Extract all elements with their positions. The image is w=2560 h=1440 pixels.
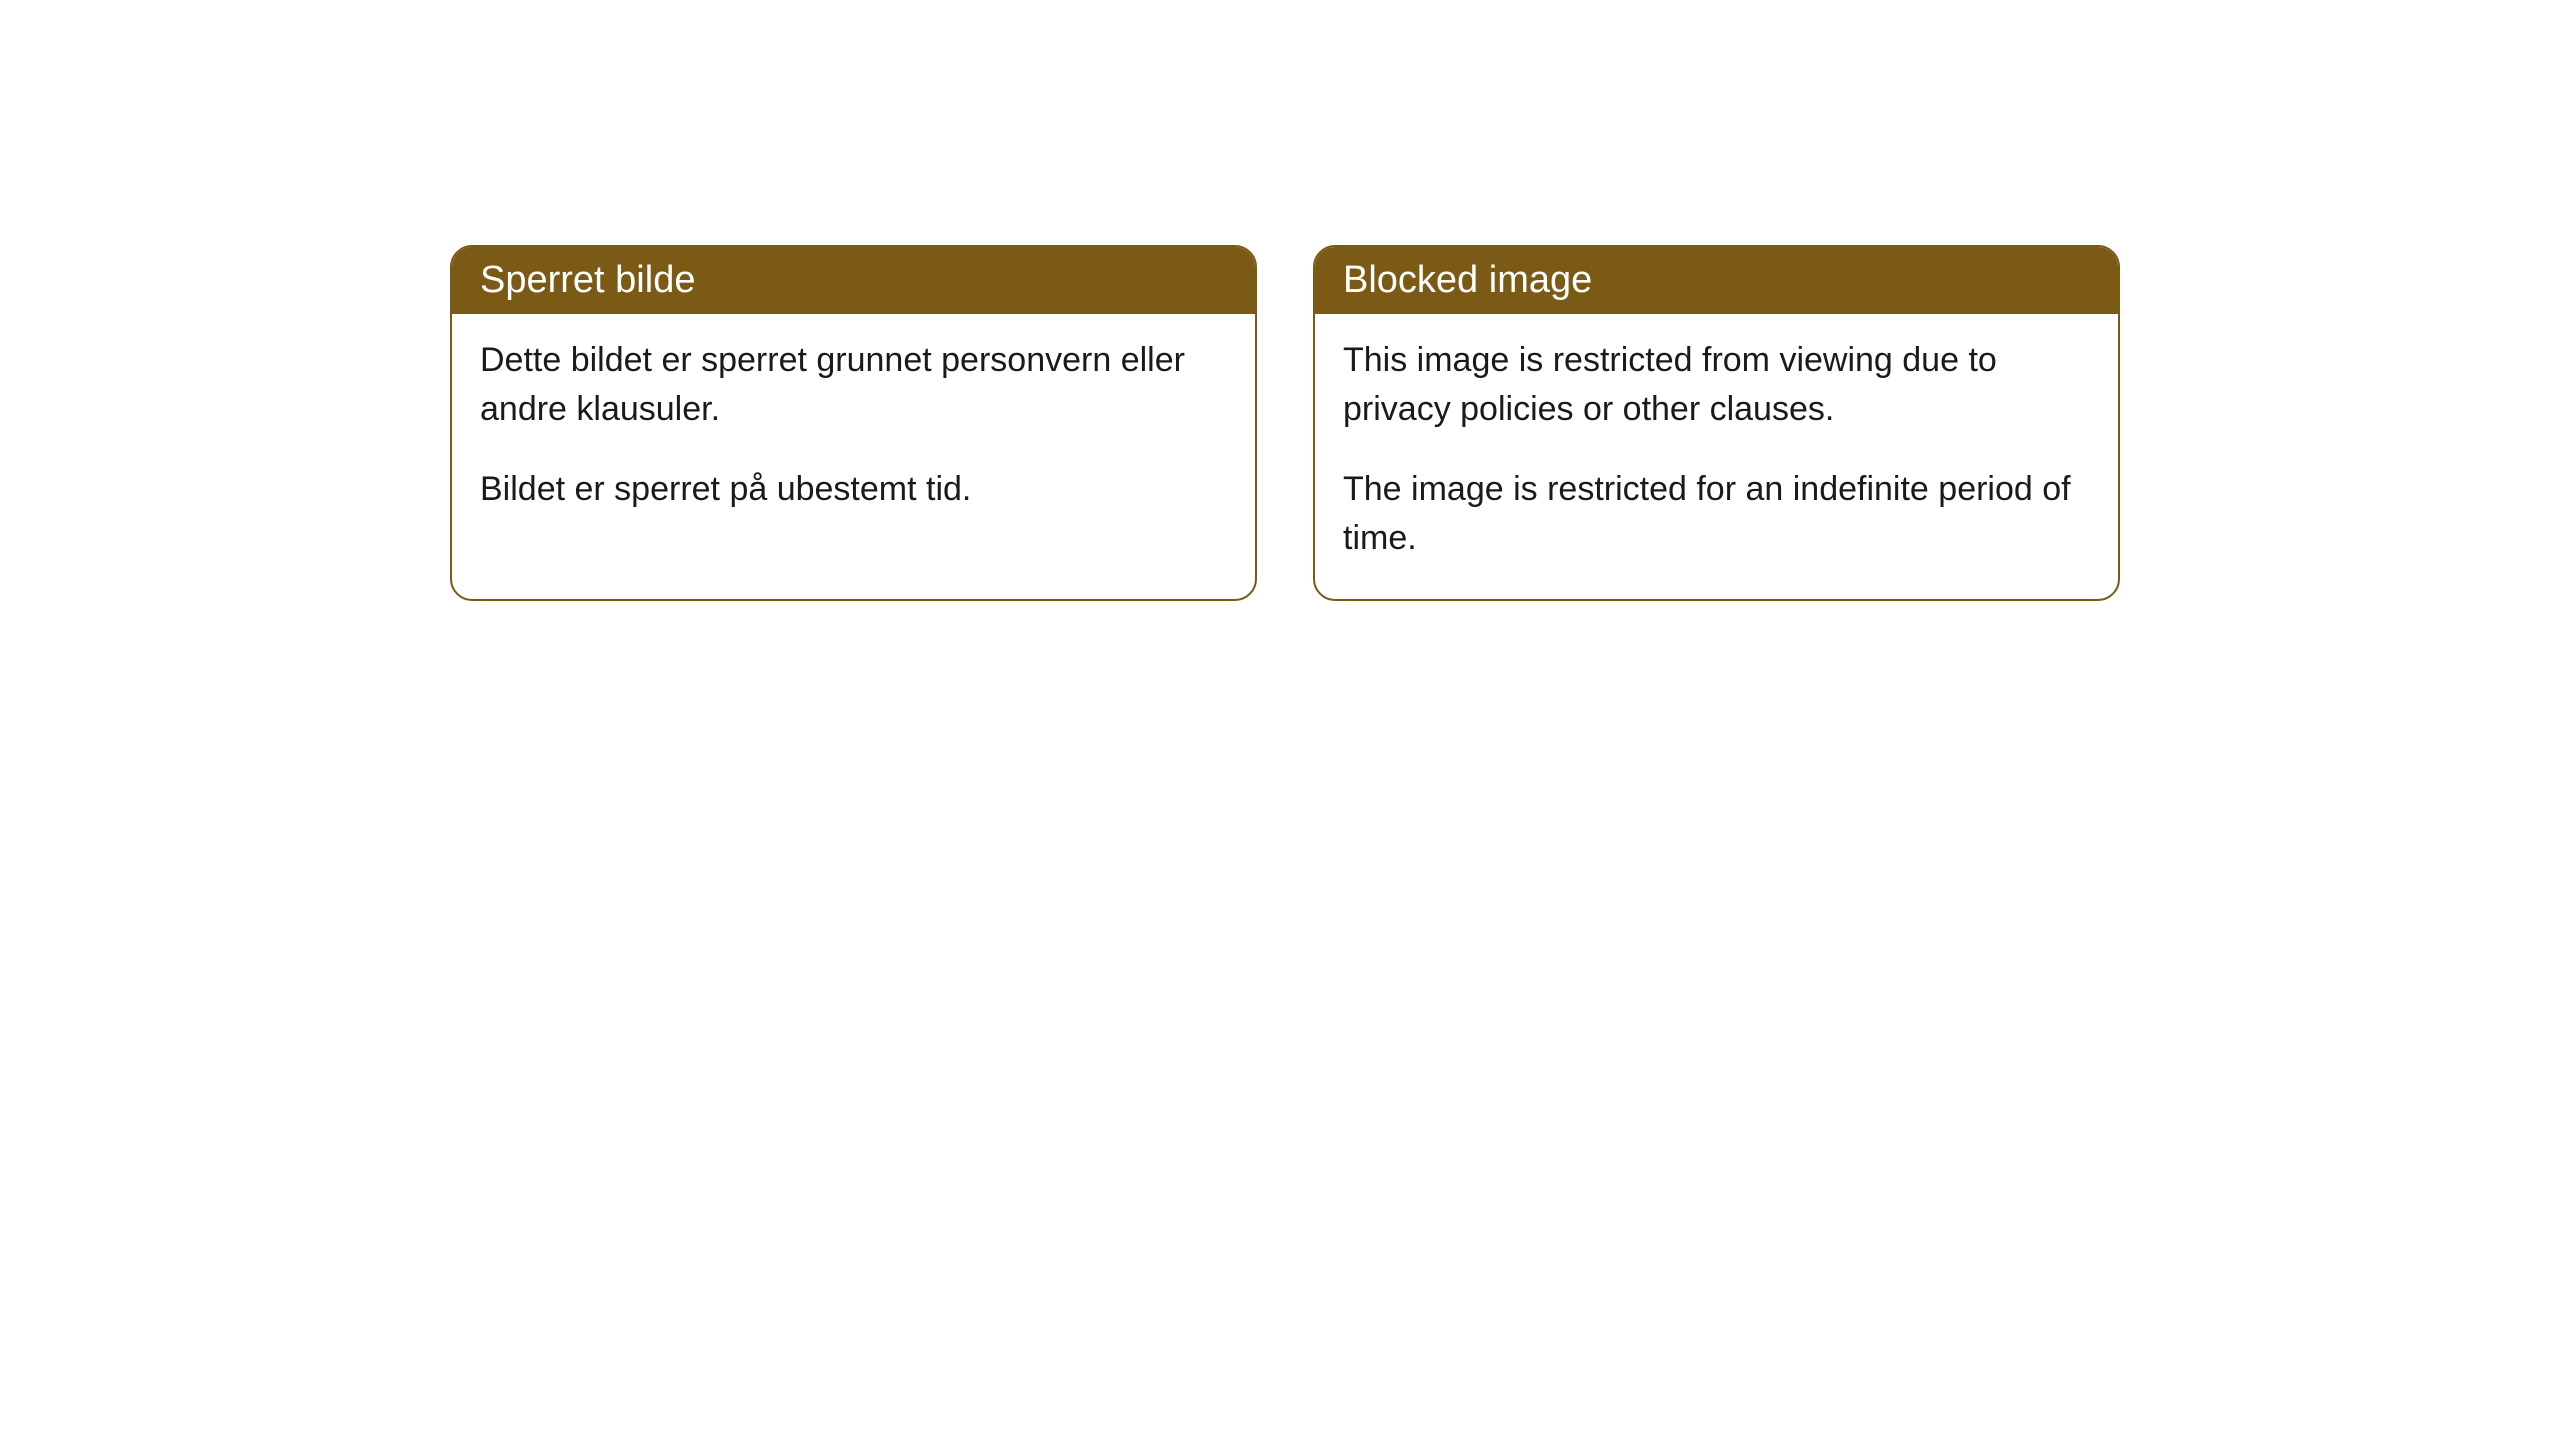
card-paragraph: Bildet er sperret på ubestemt tid. xyxy=(480,465,1227,514)
card-body: Dette bildet er sperret grunnet personve… xyxy=(452,314,1255,550)
notice-container: Sperret bilde Dette bildet er sperret gr… xyxy=(450,245,2120,601)
card-header: Sperret bilde xyxy=(452,247,1255,314)
notice-card-norwegian: Sperret bilde Dette bildet er sperret gr… xyxy=(450,245,1257,601)
card-header: Blocked image xyxy=(1315,247,2118,314)
card-paragraph: The image is restricted for an indefinit… xyxy=(1343,465,2090,564)
card-title: Sperret bilde xyxy=(480,259,695,301)
card-body: This image is restricted from viewing du… xyxy=(1315,314,2118,599)
notice-card-english: Blocked image This image is restricted f… xyxy=(1313,245,2120,601)
card-title: Blocked image xyxy=(1343,259,1592,301)
card-paragraph: This image is restricted from viewing du… xyxy=(1343,336,2090,435)
card-paragraph: Dette bildet er sperret grunnet personve… xyxy=(480,336,1227,435)
